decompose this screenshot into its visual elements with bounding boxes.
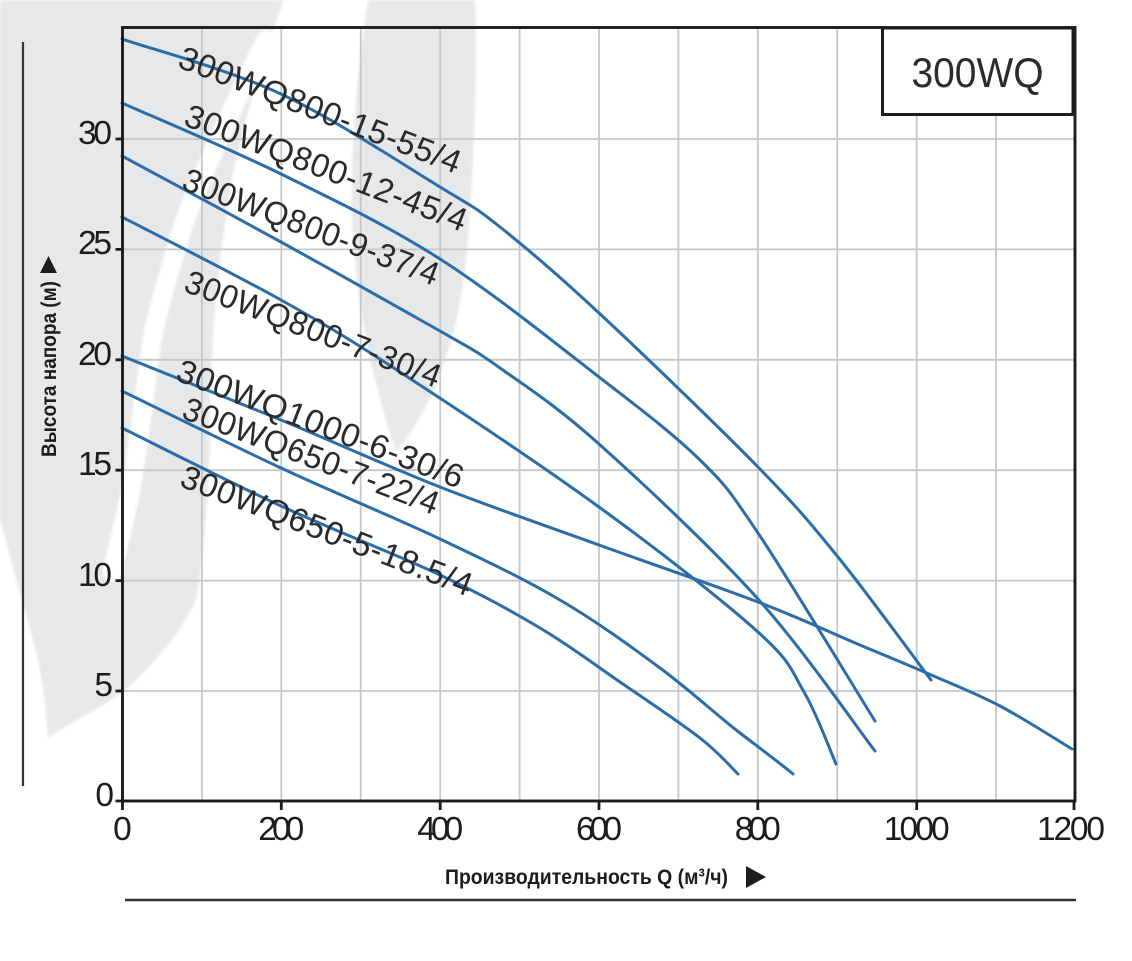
svg-text:1000: 1000 [884, 811, 950, 848]
svg-text:10: 10 [78, 557, 112, 594]
svg-text:5: 5 [94, 667, 113, 704]
svg-text:400: 400 [417, 811, 463, 848]
svg-text:30: 30 [78, 115, 112, 152]
svg-text:0: 0 [95, 777, 114, 814]
svg-text:800: 800 [735, 811, 781, 848]
svg-text:1200: 1200 [1037, 811, 1105, 848]
svg-text:300WQ: 300WQ [912, 49, 1044, 96]
svg-text:200: 200 [258, 811, 304, 848]
svg-text:Высота напора (м): Высота напора (м) [37, 281, 61, 457]
svg-text:600: 600 [576, 811, 622, 848]
svg-text:0: 0 [113, 811, 132, 848]
svg-text:20: 20 [78, 336, 112, 373]
svg-text:15: 15 [78, 446, 112, 483]
svg-text:25: 25 [78, 225, 112, 262]
svg-text:Производительность Q (м³/ч): Производительность Q (м³/ч) [445, 865, 728, 889]
